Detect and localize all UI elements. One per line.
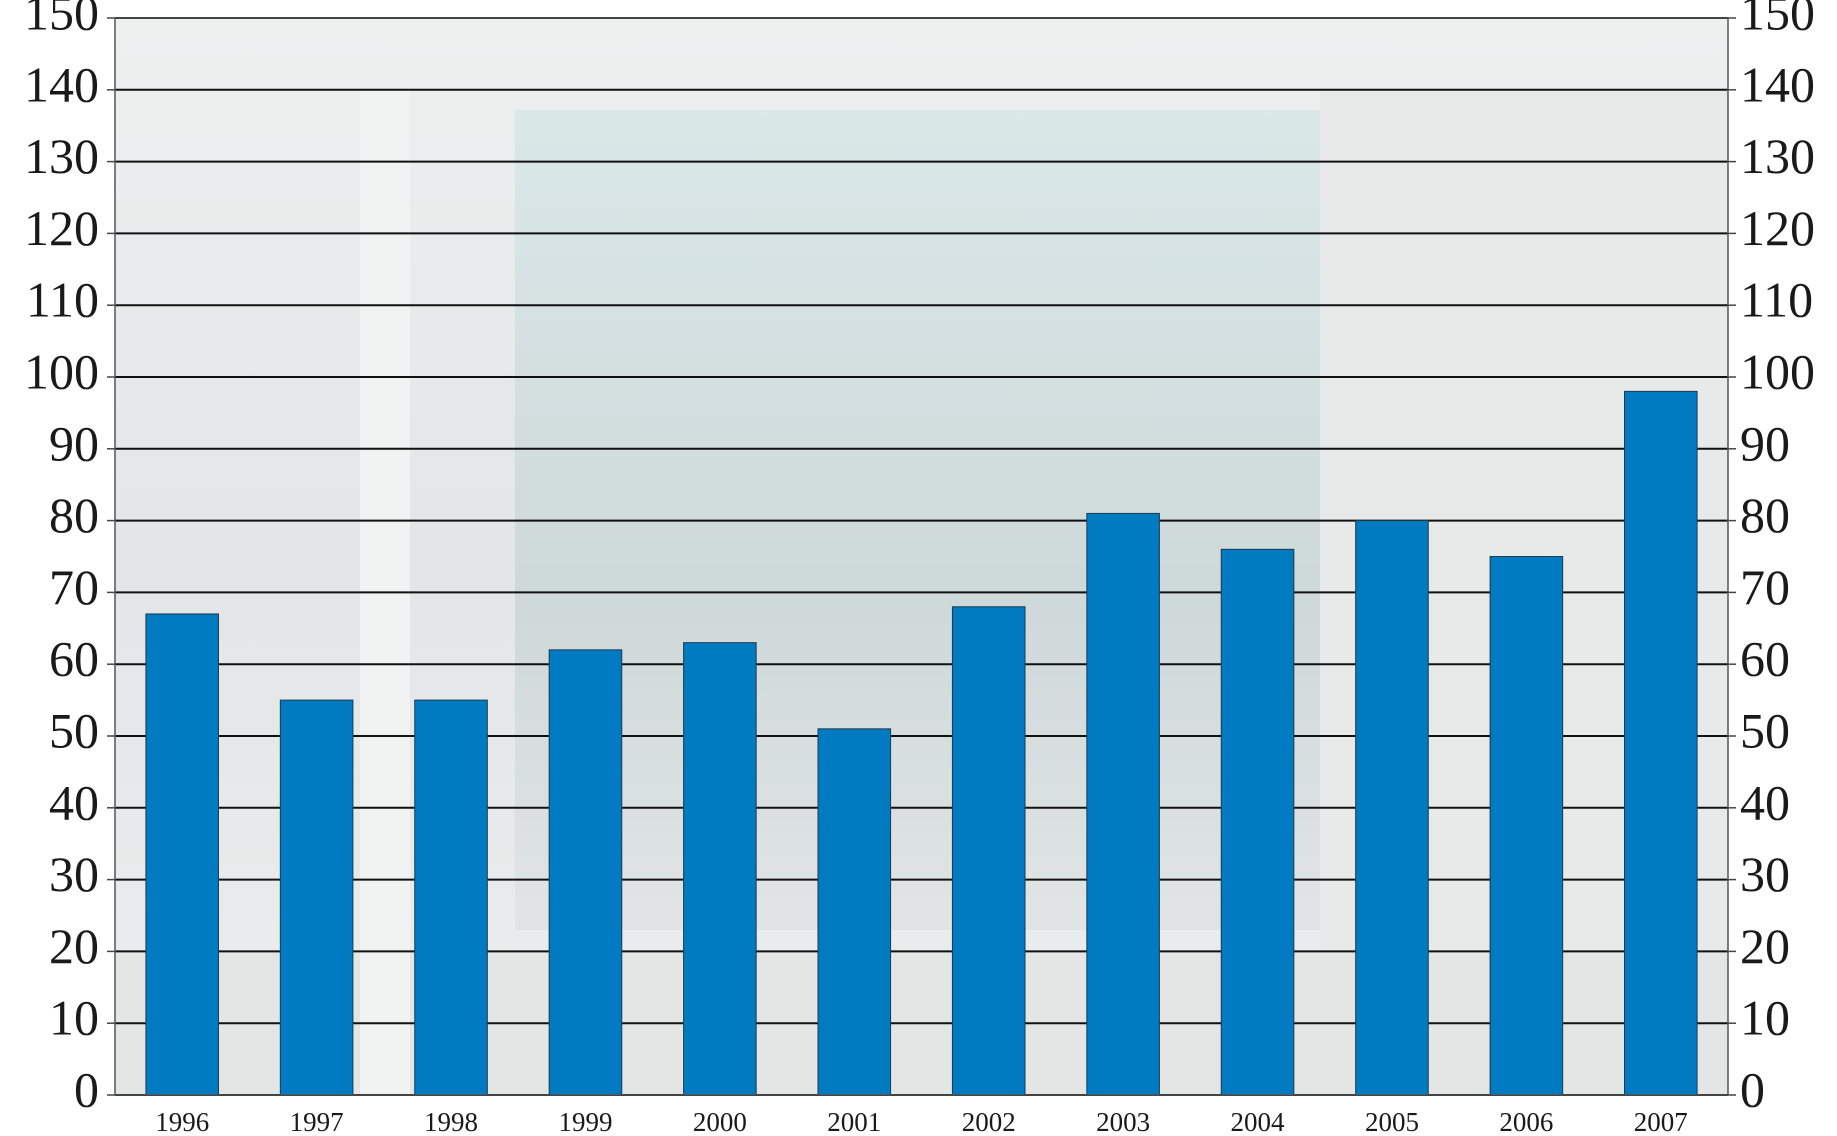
y-tick-label: 70 (49, 559, 99, 615)
y-tick-label: 110 (26, 272, 99, 328)
y2-tick-label: 140 (1740, 56, 1815, 112)
y-tick-label: 90 (49, 415, 99, 471)
x-tick-label: 2005 (1365, 1107, 1419, 1136)
bar (414, 699, 488, 1096)
bar (1355, 520, 1429, 1096)
y2-tick-label: 120 (1740, 200, 1815, 256)
y-tick-label: 10 (49, 990, 99, 1046)
y2-tick-label: 40 (1740, 774, 1790, 830)
y2-tick-label: 0 (1740, 1061, 1765, 1117)
y-tick-label: 100 (24, 343, 99, 399)
y2-tick-label: 50 (1740, 702, 1790, 758)
bar (548, 649, 623, 1096)
bar (1220, 548, 1295, 1096)
y2-tick-label: 70 (1740, 559, 1790, 615)
bars (145, 390, 1698, 1096)
y2-tick-label: 80 (1740, 487, 1790, 543)
y-tick-label: 50 (49, 702, 99, 758)
x-tick-label: 2004 (1231, 1107, 1286, 1136)
bar (1489, 556, 1564, 1096)
y-tick-label: 80 (49, 487, 99, 543)
y-tick-label: 140 (24, 56, 99, 112)
y2-tick-label: 110 (1740, 272, 1813, 328)
bar (145, 613, 220, 1096)
bar (279, 699, 354, 1096)
x-tick-label: 2003 (1096, 1107, 1150, 1136)
y2-tick-label: 90 (1740, 415, 1790, 471)
y2-tick-label: 100 (1740, 343, 1815, 399)
bar (817, 728, 892, 1096)
y2-tick-label: 150 (1740, 0, 1815, 40)
y-tick-label: 0 (74, 1061, 99, 1117)
x-tick-label: 2006 (1499, 1107, 1553, 1136)
y-tick-label: 20 (49, 918, 99, 974)
background-photo (115, 18, 1728, 1095)
x-tick-label: 1997 (290, 1107, 344, 1136)
bar (951, 606, 1026, 1096)
labels: 0 10 20 30 40 50 60 70 80 90 100 110 120 130 140 150 0 10… (24, 0, 1815, 1136)
x-tick-label: 1996 (155, 1107, 209, 1136)
y-tick-label: 120 (24, 200, 99, 256)
y2-tick-label: 20 (1740, 918, 1790, 974)
plot-frame (114, 17, 1729, 1096)
y2-tick-label: 130 (1740, 128, 1815, 184)
bar (1623, 390, 1698, 1096)
x-tick-label: 2002 (962, 1107, 1016, 1136)
y-tick-label: 60 (49, 631, 99, 687)
y-tick-label: 130 (24, 128, 99, 184)
y2-tick-label: 60 (1740, 631, 1790, 687)
y-tick-label: 150 (24, 0, 99, 40)
y-tick-label: 30 (49, 846, 99, 902)
x-tick-label: 1998 (424, 1107, 478, 1136)
y2-tick-label: 10 (1740, 990, 1790, 1046)
y2-tick-label: 30 (1740, 846, 1790, 902)
bar (1086, 512, 1160, 1096)
x-tick-label: 1999 (558, 1107, 612, 1136)
x-tick-label: 2000 (693, 1107, 747, 1136)
y-tick-label: 40 (49, 774, 99, 830)
x-tick-label: 2001 (827, 1107, 881, 1136)
bar (683, 642, 757, 1096)
x-tick-label: 2007 (1634, 1107, 1688, 1136)
